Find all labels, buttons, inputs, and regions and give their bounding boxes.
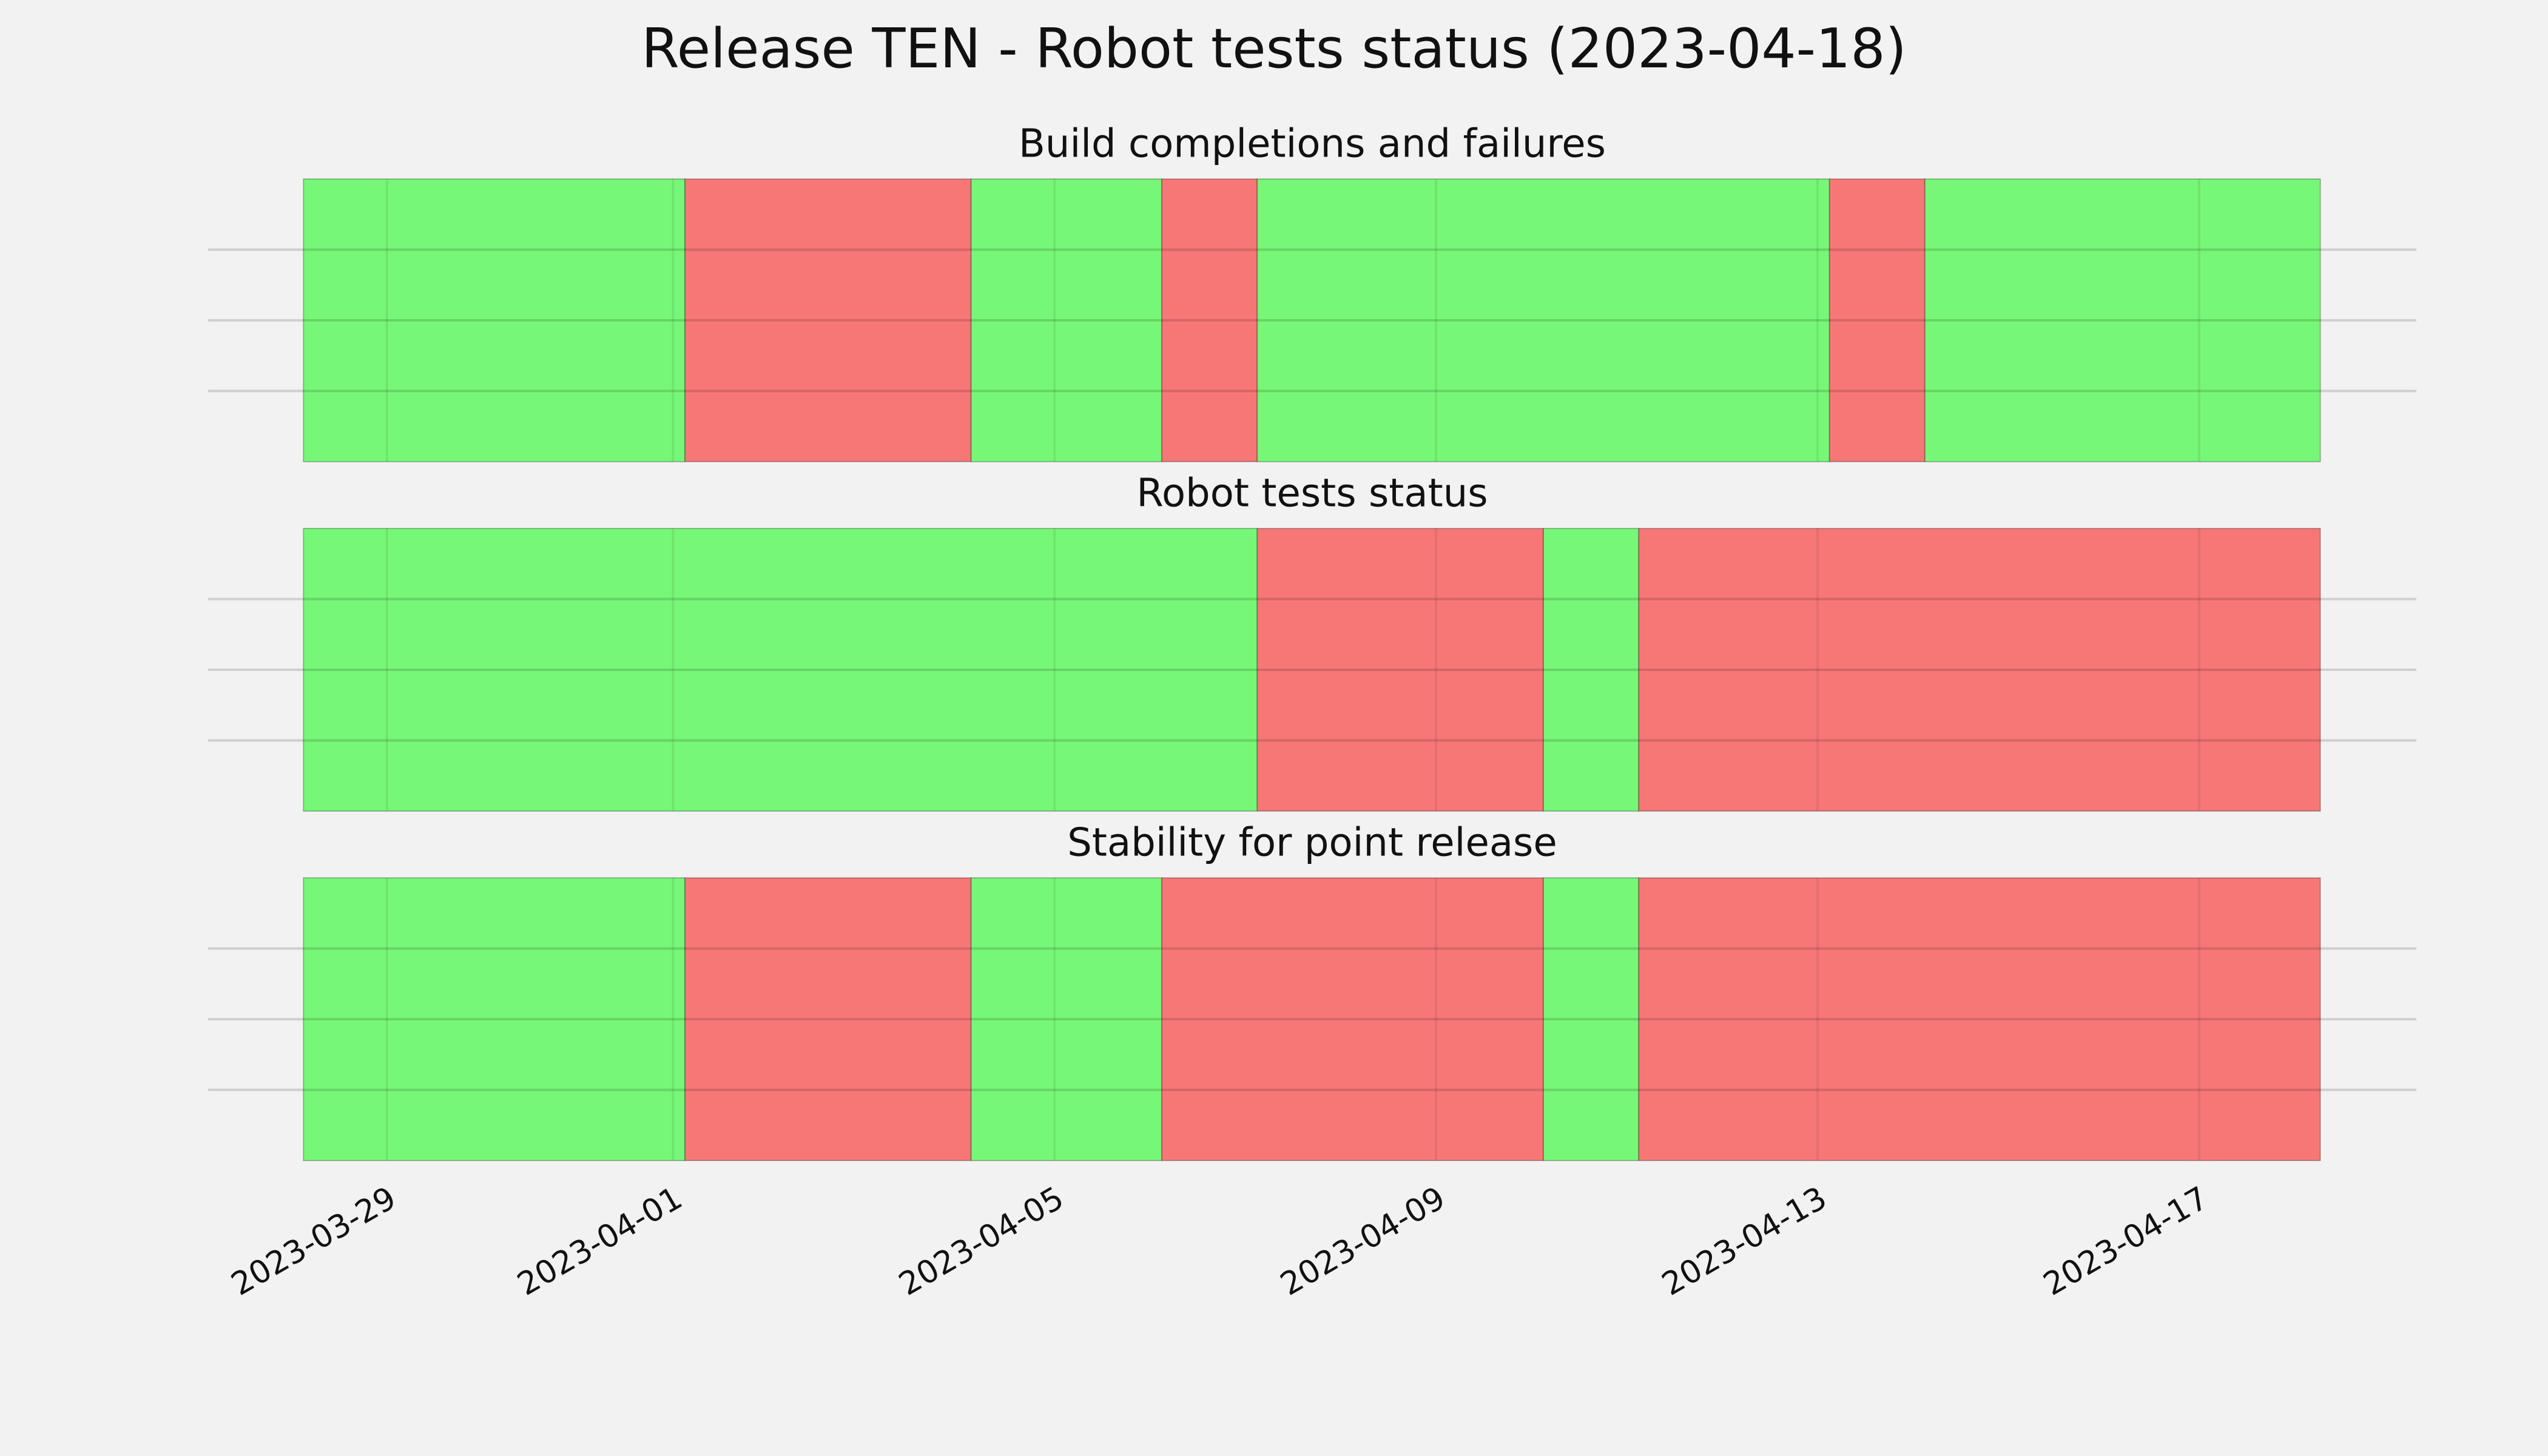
status-segment	[1543, 528, 1640, 812]
chart-title: Release TEN - Robot tests status (2023-0…	[641, 17, 1907, 81]
status-segment	[303, 877, 686, 1161]
status-segment	[303, 178, 686, 462]
status-segment	[684, 877, 972, 1161]
status-segment	[1543, 877, 1640, 1161]
panel-title: Stability for point release	[1067, 821, 1557, 866]
status-segment	[970, 877, 1163, 1161]
status-segment	[303, 528, 1258, 812]
status-segment	[1161, 877, 1545, 1161]
status-segment	[970, 178, 1163, 462]
panel-title: Build completions and failures	[1019, 122, 1606, 167]
status-segment	[1828, 178, 1926, 462]
status-segment	[1638, 528, 2321, 812]
status-segment	[1638, 877, 2321, 1161]
status-segment	[684, 178, 972, 462]
status-segment	[1161, 178, 1258, 462]
panel-title: Robot tests status	[1136, 471, 1488, 516]
status-segment	[1256, 178, 1830, 462]
status-segment	[1924, 178, 2321, 462]
status-segment	[1256, 528, 1545, 812]
